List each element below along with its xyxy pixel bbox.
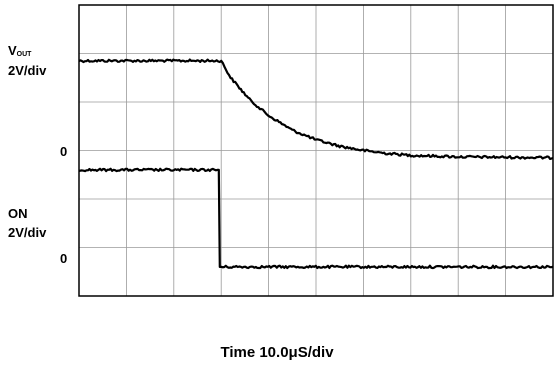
on-zero-label: 0 (60, 251, 68, 266)
on-scale-label: 2V/div (8, 225, 47, 240)
vout-trace (78, 58, 554, 160)
plot-frame (78, 4, 554, 297)
vout-channel-label: VOUT (8, 44, 31, 58)
traces (78, 58, 554, 270)
x-axis-label: Time 10.0μS/div (220, 344, 334, 361)
on-trace (78, 167, 554, 270)
vout-label-sub: OUT (16, 51, 32, 58)
vout-scale-label: 2V/div (8, 63, 47, 78)
vout-label-main: V (8, 43, 17, 58)
vout-zero-label: 0 (60, 144, 68, 159)
grid (79, 5, 553, 296)
on-channel-label: ON (8, 206, 28, 221)
